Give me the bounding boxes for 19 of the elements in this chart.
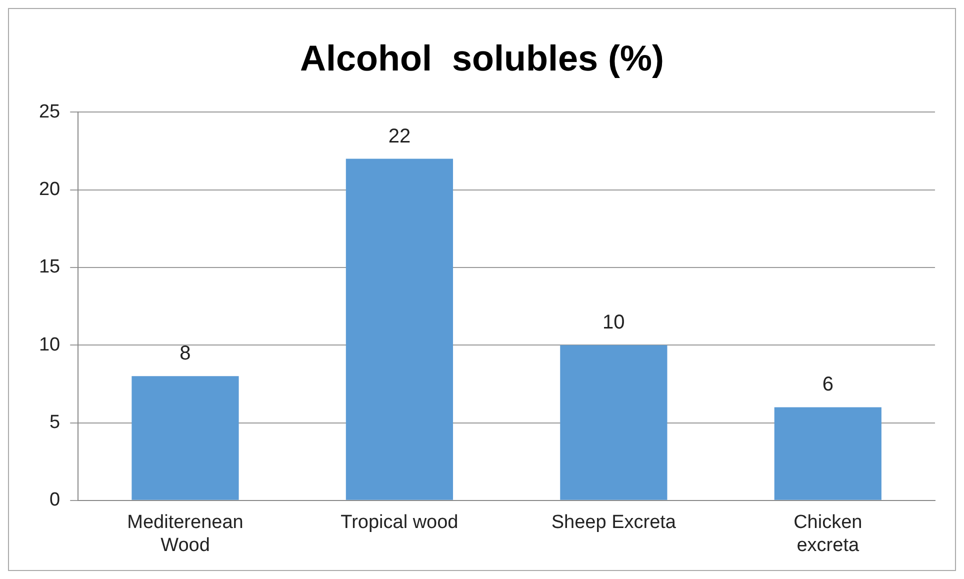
data-label: 6 xyxy=(822,374,834,396)
data-label: 8 xyxy=(180,342,191,365)
x-tick-label: Sheep Excreta xyxy=(551,512,676,534)
bar xyxy=(132,376,239,500)
x-tick-label: Tropical wood xyxy=(340,512,458,534)
y-tick-label: 0 xyxy=(50,490,60,511)
data-label: 10 xyxy=(602,312,625,334)
y-tick-label: 10 xyxy=(38,334,60,356)
chart-title: Alcohol solubles (%) xyxy=(300,38,664,79)
y-tick-label: 20 xyxy=(38,179,60,200)
bar xyxy=(774,407,882,500)
y-tick-label: 15 xyxy=(38,256,60,278)
data-label: 22 xyxy=(388,125,411,148)
bar xyxy=(346,158,454,500)
y-tick-label: 5 xyxy=(50,412,60,433)
y-tick-label: 25 xyxy=(38,101,60,122)
x-tick-label: Chicken excreta xyxy=(794,512,862,556)
bar xyxy=(560,345,668,500)
x-tick-label: Mediterenean Wood xyxy=(127,512,244,556)
